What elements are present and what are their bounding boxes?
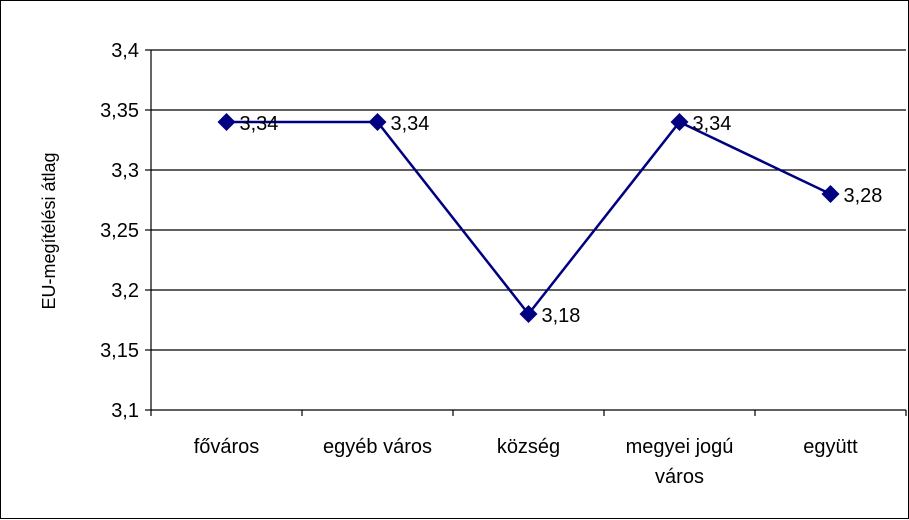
y-tick-label: 3,1: [111, 400, 139, 422]
y-tick-label: 3,15: [100, 340, 139, 362]
y-tick-label: 3,4: [111, 40, 139, 62]
x-category-label: együtt: [803, 436, 858, 458]
data-label: 3,34: [693, 113, 732, 135]
data-label: 3,18: [542, 305, 581, 327]
y-tick-label: 3,35: [100, 100, 139, 122]
data-point-marker: [217, 113, 236, 131]
data-point-marker: [821, 185, 840, 203]
y-tick-labels: 3,1 3,15 3,2 3,25 3,3 3,35 3,4: [100, 40, 139, 422]
x-category-label: megyei jogú város: [626, 436, 734, 488]
y-tick-label: 3,2: [111, 280, 139, 302]
data-label: 3,28: [844, 185, 883, 207]
y-tick-label: 3,3: [111, 160, 139, 182]
series-line: [226, 120, 832, 317]
axes: [145, 49, 907, 416]
y-tick-label: 3,25: [100, 220, 139, 242]
x-category-label: község: [497, 436, 560, 458]
series: [217, 113, 840, 323]
data-point-marker: [519, 305, 538, 323]
gridlines: [151, 49, 906, 351]
x-category-label: főváros: [194, 436, 260, 458]
data-label: 3,34: [240, 113, 279, 135]
y-axis-title: EU-megítélési átlag: [39, 152, 59, 309]
data-point-marker: [670, 113, 689, 131]
x-category-label: egyéb város: [323, 436, 432, 458]
data-label: 3,34: [391, 113, 430, 135]
data-point-marker: [368, 113, 387, 131]
data-labels: 3,34 3,34 3,18 3,34 3,28: [240, 113, 883, 327]
x-category-labels: főváros egyéb város község megyei jogú város…: [194, 436, 858, 488]
